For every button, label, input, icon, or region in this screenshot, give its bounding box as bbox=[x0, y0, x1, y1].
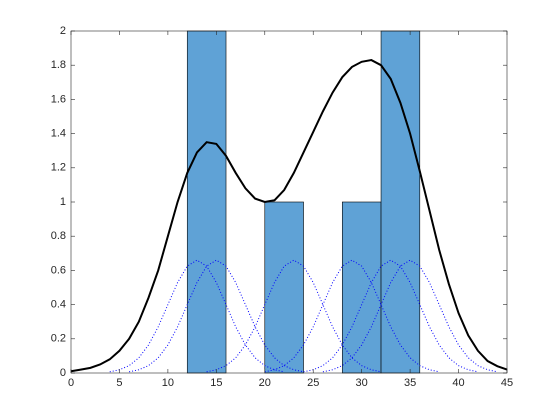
bar bbox=[264, 201, 304, 374]
x-tick-label: 15 bbox=[210, 377, 222, 389]
x-tick-label: 30 bbox=[356, 377, 368, 389]
x-tick-label: 20 bbox=[259, 377, 271, 389]
y-tick-label: 1 bbox=[60, 196, 66, 208]
x-tick-label: 35 bbox=[404, 377, 416, 389]
x-tick-label: 5 bbox=[116, 377, 122, 389]
x-tick-label: 45 bbox=[501, 377, 513, 389]
bar bbox=[341, 201, 382, 374]
density-curve bbox=[70, 59, 508, 373]
y-tick-label: 0.8 bbox=[51, 230, 66, 242]
y-tick-label: 0.2 bbox=[51, 333, 66, 345]
y-tick-label: 2 bbox=[60, 25, 66, 37]
x-tick-label: 40 bbox=[452, 377, 464, 389]
y-tick-label: 0.4 bbox=[51, 299, 66, 311]
bar bbox=[186, 30, 227, 374]
x-tick-label: 0 bbox=[68, 377, 74, 389]
y-tick-label: 1.2 bbox=[51, 162, 66, 174]
y-tick-label: 1.4 bbox=[51, 128, 66, 140]
x-tick-label: 10 bbox=[162, 377, 174, 389]
x-tick-label: 25 bbox=[307, 377, 319, 389]
y-tick-label: 1.8 bbox=[51, 59, 66, 71]
y-tick-label: 0 bbox=[60, 367, 66, 379]
bar bbox=[380, 30, 421, 374]
y-tick-label: 0.6 bbox=[51, 264, 66, 276]
y-tick-label: 1.6 bbox=[51, 93, 66, 105]
